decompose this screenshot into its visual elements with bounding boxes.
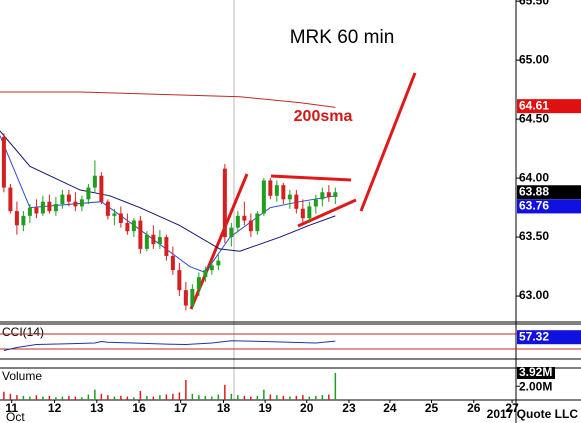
y-tick-label: 63.50 [519, 229, 549, 243]
x-tick-label: 11 [5, 401, 18, 415]
moving-average [0, 135, 336, 274]
candle-body [131, 220, 136, 232]
candle-body [196, 277, 201, 289]
panel-label: Volume [2, 369, 42, 383]
candle-body [294, 194, 299, 209]
price-tag [517, 99, 581, 114]
y-tick-label: 65.00 [519, 52, 549, 66]
x-tick-label: 19 [258, 401, 272, 415]
candle-body [248, 220, 253, 232]
candle-body [222, 168, 227, 238]
y-tick-label: 63.00 [519, 288, 549, 302]
candle-body [73, 201, 78, 207]
candle-body [209, 265, 214, 271]
panel-label: CCI(14) [2, 325, 44, 339]
price-tag-label: 63.88 [519, 184, 549, 198]
candle-body [125, 222, 130, 232]
x-tick-label: 23 [342, 401, 356, 415]
y-tick-label: 64.50 [519, 111, 549, 125]
annotation: 200sma [294, 108, 353, 125]
volume-tag-label: 3.92M [519, 365, 552, 379]
volume-tick-label: 2.00M [519, 379, 552, 393]
y-tick-label: 64.00 [519, 170, 549, 184]
candle-body [60, 194, 65, 205]
candle-body [86, 187, 91, 200]
candle-body [151, 234, 156, 245]
candle-body [105, 201, 110, 216]
x-tick-label: 17 [174, 401, 188, 415]
cci-line [3, 340, 336, 351]
candle-body [92, 175, 97, 188]
price-tag-label: 64.61 [519, 98, 549, 112]
x-tick-label: 20 [300, 401, 314, 415]
candle-body [183, 290, 188, 306]
candle-body [14, 211, 19, 226]
moving-average [0, 91, 336, 108]
candle-body [274, 185, 279, 196]
x-tick-label: 25 [425, 401, 439, 415]
candle-body [333, 192, 338, 197]
candle-body [144, 234, 149, 249]
trend-line [270, 174, 352, 182]
candle-body [79, 199, 84, 207]
candle-body [307, 206, 312, 219]
x-tick-label: 13 [90, 401, 104, 415]
candle-body [40, 201, 45, 214]
candle-body [203, 270, 208, 278]
x-tick-label: 24 [383, 401, 397, 415]
trend-line [359, 72, 417, 212]
chart-title: MRK 60 min [290, 27, 395, 48]
candle-body [66, 194, 71, 202]
candle-body [21, 215, 26, 226]
candle-body [138, 220, 143, 249]
candle-body [281, 185, 286, 200]
candle-body [320, 192, 325, 200]
cci-tag-label: 57.32 [519, 329, 549, 343]
candle-body [326, 192, 331, 197]
footer: 2017 Quote LLC [487, 407, 579, 421]
candle-body [99, 175, 104, 202]
candle-body [313, 199, 318, 207]
price-tag [517, 199, 581, 214]
candle-body [1, 136, 6, 188]
moving-average [0, 130, 336, 252]
x-tick-label: 27 [505, 401, 519, 415]
candle-body [287, 194, 292, 200]
candle-body [8, 187, 13, 212]
candle-body [164, 237, 169, 256]
volume-tag [517, 366, 555, 379]
x-tick-label: 16 [132, 401, 146, 415]
price-tag-label: 63.76 [519, 199, 549, 213]
candle-body [157, 237, 162, 245]
candle-body [118, 213, 123, 223]
candle-body [261, 180, 266, 214]
candle-body [216, 260, 221, 266]
candle-body [268, 180, 273, 196]
candle-body [255, 213, 260, 232]
candle-body [190, 288, 195, 306]
cci-tag [517, 330, 581, 345]
candle-body [53, 204, 58, 212]
x-tick-label: 18 [217, 401, 231, 415]
candle-body [242, 215, 247, 221]
month-label: Oct [6, 410, 25, 423]
y-tick-label: 65.50 [519, 0, 549, 7]
candle-body [112, 213, 117, 216]
price-tag [517, 185, 581, 200]
candle-body [170, 255, 175, 271]
candle-body [229, 227, 234, 238]
candle-body [27, 207, 32, 216]
trend-line [297, 198, 357, 228]
candle-body [47, 201, 52, 212]
x-tick-label: 26 [467, 401, 481, 415]
candle-body [177, 270, 182, 291]
candle-body [34, 207, 39, 214]
x-tick-label: 12 [48, 401, 62, 415]
candle-body [235, 215, 240, 228]
candle-body [300, 208, 305, 219]
